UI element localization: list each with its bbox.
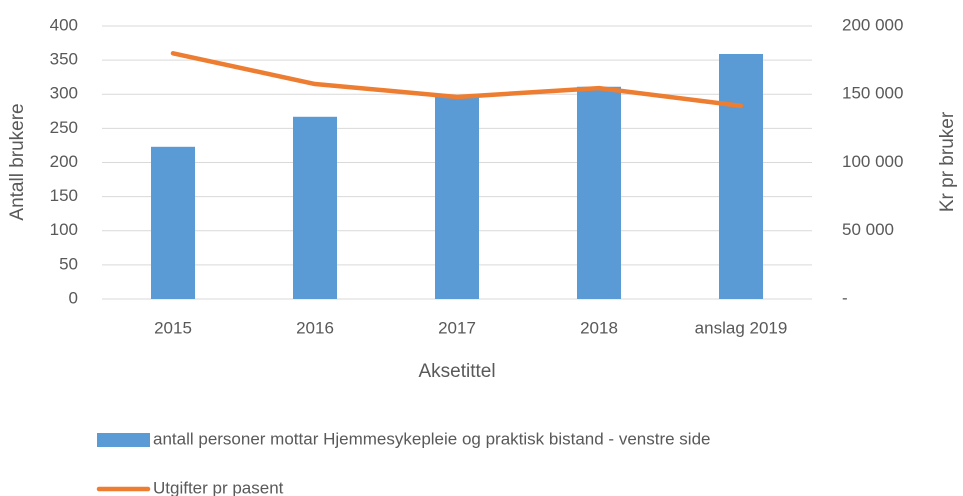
y-axis-title: Antall brukere bbox=[7, 103, 28, 220]
y2-tick-label: 50 000 bbox=[842, 220, 894, 239]
y-tick-label: 400 bbox=[50, 15, 78, 34]
y2-axis-title: Kr pr bruker bbox=[937, 111, 958, 212]
x-axis-title: Aksetittel bbox=[418, 361, 495, 382]
y2-tick-label: 150 000 bbox=[842, 84, 903, 103]
x-tick-label: 2018 bbox=[580, 318, 618, 337]
y-tick-label: 0 bbox=[69, 288, 78, 307]
y-tick-label: 50 bbox=[59, 254, 78, 273]
legend-label: antall personer mottar Hjemmesykepleie o… bbox=[153, 429, 710, 448]
legend-label: Utgifter pr pasent bbox=[153, 478, 284, 496]
y-tick-label: 200 bbox=[50, 152, 78, 171]
x-tick-label: anslag 2019 bbox=[695, 318, 788, 337]
bar bbox=[577, 86, 621, 300]
line bbox=[170, 51, 744, 109]
x-tick-label: 2015 bbox=[154, 318, 192, 337]
y-tick-label: 100 bbox=[50, 220, 78, 239]
y2-tick-label: 200 000 bbox=[842, 15, 903, 34]
y-tick-label: 350 bbox=[50, 50, 78, 69]
bar bbox=[719, 53, 763, 299]
legend-swatch bbox=[97, 433, 150, 447]
y-tick-label: 150 bbox=[50, 186, 78, 205]
bar bbox=[293, 116, 337, 300]
y2-tick-label: 100 000 bbox=[842, 152, 903, 171]
y2-tick-label: - bbox=[842, 288, 848, 307]
bar bbox=[151, 146, 195, 299]
x-tick-label: 2017 bbox=[438, 318, 476, 337]
y-tick-label: 300 bbox=[50, 84, 78, 103]
bar bbox=[435, 96, 479, 299]
y-tick-label: 250 bbox=[50, 118, 78, 137]
x-tick-label: 2016 bbox=[296, 318, 334, 337]
